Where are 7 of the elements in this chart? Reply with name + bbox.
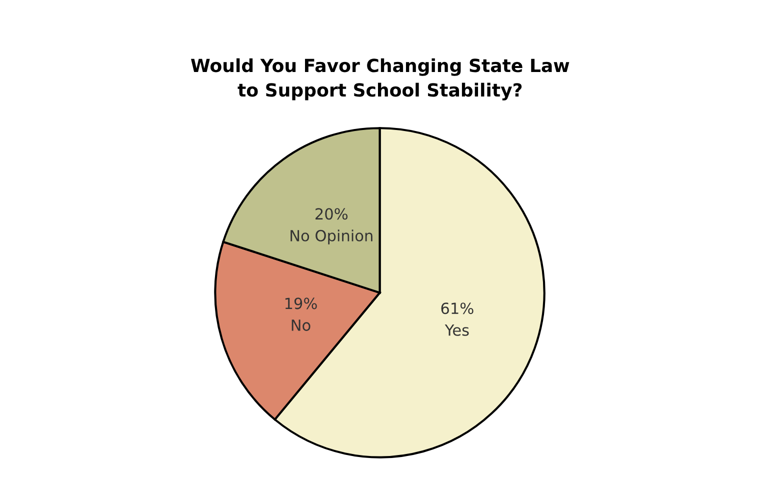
slice-label: No Opinion bbox=[290, 230, 372, 244]
slice-label: No bbox=[292, 320, 310, 331]
slice-label: Yes bbox=[444, 324, 469, 336]
chart-title: Would You Favor Changing State Law to Support School Stability? bbox=[191, 58, 570, 100]
data-label: 61% bbox=[441, 302, 474, 314]
data-label: 19% bbox=[285, 298, 317, 310]
data-label: 20% bbox=[316, 208, 348, 220]
